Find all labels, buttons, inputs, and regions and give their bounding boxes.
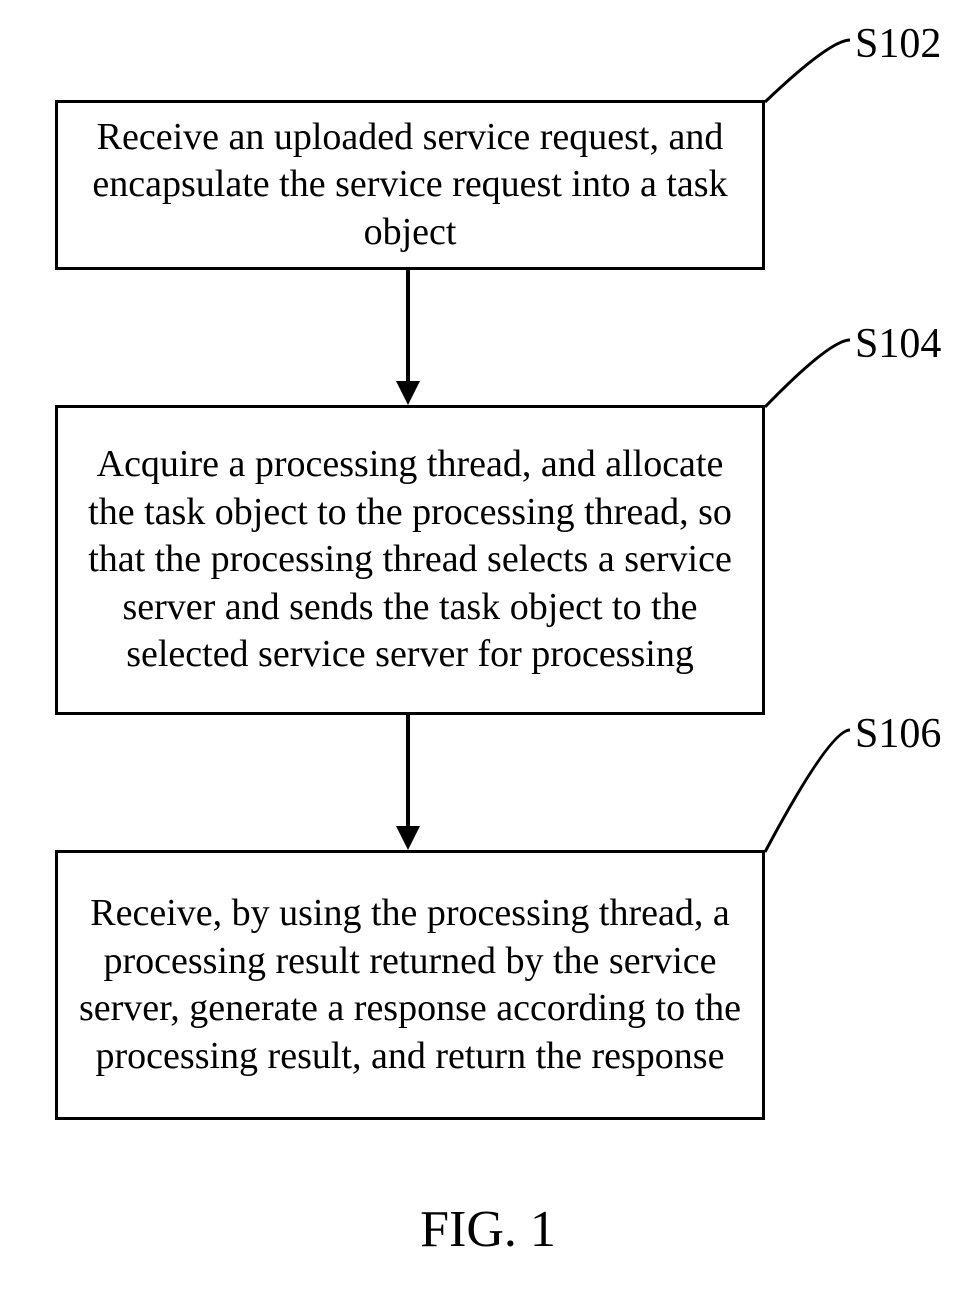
step-text-s106: Receive, by using the processing thread,…	[78, 890, 742, 1080]
step-text-s104: Acquire a processing thread, and allocat…	[78, 441, 742, 679]
figure-caption: FIG. 1	[0, 1200, 976, 1259]
arrow-1-head	[396, 381, 420, 405]
step-label-s104: S104	[855, 320, 941, 368]
step-box-s106: Receive, by using the processing thread,…	[55, 850, 765, 1120]
arrow-2-line	[406, 715, 410, 826]
flowchart-container: Receive an uploaded service request, and…	[0, 0, 976, 1291]
step-label-s102: S102	[855, 20, 941, 68]
step-box-s104: Acquire a processing thread, and allocat…	[55, 405, 765, 715]
step-label-s106: S106	[855, 710, 941, 758]
arrow-2-head	[396, 826, 420, 850]
step-box-s102: Receive an uploaded service request, and…	[55, 100, 765, 270]
arrow-1-line	[406, 270, 410, 381]
step-text-s102: Receive an uploaded service request, and…	[78, 114, 742, 257]
